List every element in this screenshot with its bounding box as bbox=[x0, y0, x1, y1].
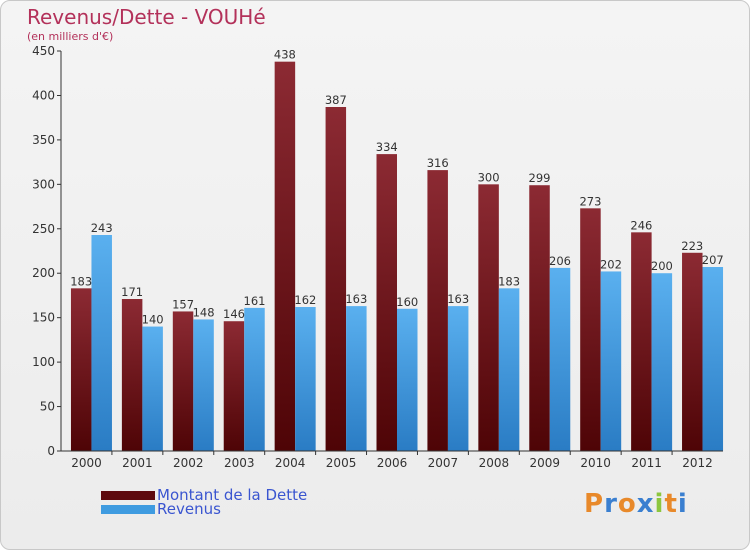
bar-revenus bbox=[702, 267, 724, 451]
y-tick-label: 450 bbox=[32, 44, 55, 58]
bar-revenus bbox=[651, 273, 673, 451]
chart-subtitle: (en milliers d'€) bbox=[27, 30, 114, 43]
data-label-revenus: 162 bbox=[294, 293, 316, 307]
bar-dette bbox=[172, 311, 194, 451]
data-label-dette: 334 bbox=[376, 140, 398, 154]
bar-dette bbox=[223, 321, 245, 451]
bar-dette bbox=[70, 288, 92, 451]
bar-dette bbox=[274, 61, 296, 452]
data-label-dette: 171 bbox=[121, 285, 143, 299]
data-label-dette: 223 bbox=[681, 239, 703, 253]
x-tick-label: 2007 bbox=[428, 456, 459, 470]
y-tick-label: 50 bbox=[40, 400, 55, 414]
bar-revenus bbox=[600, 271, 622, 451]
data-label-dette: 146 bbox=[223, 307, 245, 321]
data-label-revenus: 200 bbox=[651, 259, 673, 273]
logo-letter: x bbox=[636, 489, 655, 519]
data-label-revenus: 148 bbox=[193, 305, 215, 319]
data-label-revenus: 207 bbox=[702, 253, 724, 267]
x-tick-label: 2010 bbox=[580, 456, 611, 470]
bar-revenus bbox=[142, 326, 163, 451]
logo-letter: i bbox=[677, 489, 688, 519]
bar-revenus bbox=[244, 307, 265, 451]
x-tick-label: 2003 bbox=[224, 456, 255, 470]
data-label-dette: 387 bbox=[325, 93, 347, 107]
legend-label-dette: Montant de la Dette bbox=[157, 486, 308, 504]
data-label-dette: 438 bbox=[274, 48, 296, 62]
bar-revenus bbox=[397, 308, 418, 451]
x-tick-label: 2009 bbox=[529, 456, 560, 470]
logo-letter: P bbox=[584, 489, 605, 519]
bar-revenus bbox=[498, 288, 520, 451]
chart-title: Revenus/Dette - VOUHé bbox=[27, 5, 266, 29]
proxiti-logo: Proxiti bbox=[584, 489, 688, 519]
y-tick-label: 100 bbox=[32, 355, 55, 369]
bar-dette bbox=[631, 232, 652, 451]
x-tick-label: 2005 bbox=[326, 456, 357, 470]
logo-letter: o bbox=[617, 489, 637, 519]
bar-revenus bbox=[295, 307, 316, 451]
data-label-dette: 299 bbox=[529, 171, 551, 185]
data-label-revenus: 163 bbox=[447, 292, 469, 306]
bar-dette bbox=[121, 299, 143, 451]
bar-dette bbox=[580, 208, 601, 451]
data-label-revenus: 160 bbox=[396, 295, 418, 309]
y-tick-label: 300 bbox=[32, 177, 55, 191]
x-tick-label: 2008 bbox=[479, 456, 510, 470]
data-label-revenus: 202 bbox=[600, 257, 622, 271]
data-label-dette: 273 bbox=[579, 194, 601, 208]
data-label-revenus: 206 bbox=[549, 254, 571, 268]
data-label-revenus: 183 bbox=[498, 274, 520, 288]
bar-dette bbox=[682, 252, 703, 451]
bar-revenus bbox=[549, 267, 571, 451]
x-tick-label: 2011 bbox=[631, 456, 662, 470]
bar-dette bbox=[325, 107, 347, 451]
data-label-revenus: 243 bbox=[91, 221, 113, 235]
bar-revenus bbox=[346, 306, 367, 451]
bar-revenus bbox=[193, 319, 214, 451]
x-tick-label: 2001 bbox=[122, 456, 153, 470]
x-tick-label: 2004 bbox=[275, 456, 306, 470]
legend-swatch-dette bbox=[101, 491, 155, 500]
x-tick-label: 2012 bbox=[682, 456, 713, 470]
legend-swatch-revenus bbox=[101, 505, 155, 514]
y-tick-label: 0 bbox=[47, 444, 55, 458]
y-tick-label: 200 bbox=[32, 266, 55, 280]
data-label-revenus: 163 bbox=[345, 292, 367, 306]
data-label-dette: 300 bbox=[478, 170, 500, 184]
logo-letter: t bbox=[664, 489, 678, 519]
data-label-revenus: 161 bbox=[244, 294, 266, 308]
data-label-revenus: 140 bbox=[142, 313, 164, 327]
logo-letter: i bbox=[654, 489, 665, 519]
bar-revenus bbox=[447, 306, 469, 451]
y-tick-label: 250 bbox=[32, 222, 55, 236]
data-label-dette: 316 bbox=[427, 156, 449, 170]
bar-dette bbox=[427, 170, 448, 451]
bar-revenus bbox=[91, 235, 112, 451]
logo-letter: r bbox=[604, 489, 618, 519]
x-tick-label: 2002 bbox=[173, 456, 204, 470]
data-label-dette: 246 bbox=[630, 218, 652, 232]
bar-dette bbox=[376, 154, 397, 451]
x-tick-label: 2000 bbox=[71, 456, 102, 470]
y-tick-label: 350 bbox=[32, 133, 55, 147]
y-tick-label: 400 bbox=[32, 88, 55, 102]
data-label-dette: 183 bbox=[70, 274, 92, 288]
bar-dette bbox=[529, 185, 550, 451]
y-tick-label: 150 bbox=[32, 311, 55, 325]
bar-dette bbox=[478, 184, 499, 452]
x-tick-label: 2006 bbox=[377, 456, 408, 470]
legend-label-revenus: Revenus bbox=[157, 500, 221, 518]
data-label-dette: 157 bbox=[172, 297, 194, 311]
